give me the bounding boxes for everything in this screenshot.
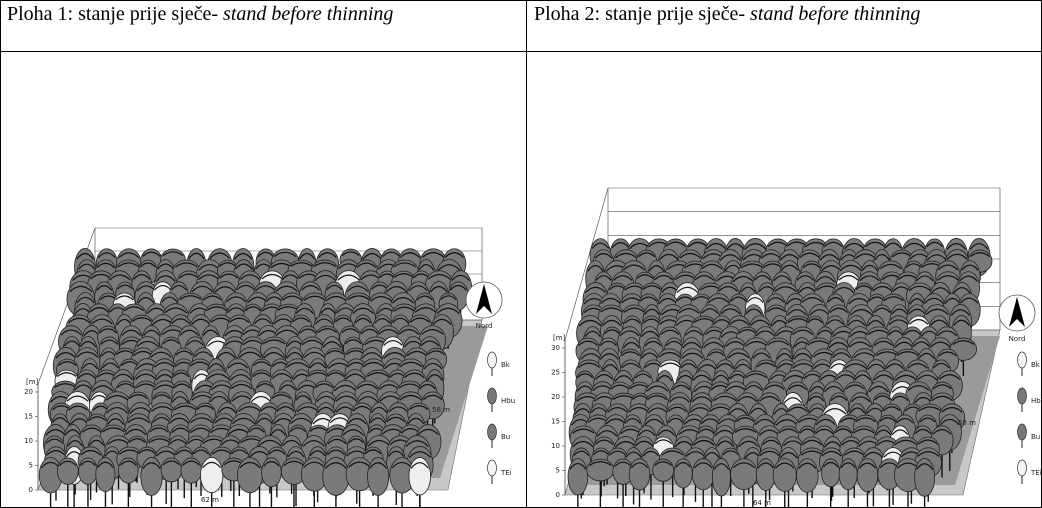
legend-label: TEi: [500, 469, 512, 477]
legend-label: Bu: [1031, 433, 1040, 441]
legend-label: Bu: [501, 433, 510, 441]
y-tick-label: 25: [551, 369, 560, 377]
y-tick-label: 15: [24, 413, 33, 421]
legend-icon: [488, 352, 497, 368]
legend-icon: [1018, 424, 1027, 440]
y-tick-label: 5: [556, 467, 560, 475]
legend-label: Hbu: [1031, 397, 1042, 405]
crown: [587, 459, 614, 481]
width-label: 64 m: [753, 499, 771, 507]
legend-icon: [488, 460, 497, 476]
y-tick-label: 0: [29, 486, 33, 494]
y-tick-label: 20: [551, 393, 560, 401]
legend-label: Hbu: [501, 397, 515, 405]
y-tick-label: 10: [24, 437, 33, 445]
axis-unit: [m]: [553, 334, 566, 342]
compass-label: Nord: [1009, 335, 1026, 343]
legend-label: Bk: [1031, 361, 1041, 369]
y-tick-label: 30: [551, 344, 560, 352]
y-tick-label: 10: [551, 442, 560, 450]
legend-icon: [1018, 460, 1027, 476]
axis-unit: [m]: [26, 378, 39, 386]
legend-icon: [1018, 388, 1027, 404]
page: Ploha 1: stanje prije sječe- stand befor…: [0, 0, 1042, 508]
depth-label: 58 m: [958, 419, 976, 427]
crown: [653, 459, 674, 481]
depth-label: 58 m: [432, 406, 450, 414]
y-tick-label: 0: [556, 491, 560, 499]
y-tick-label: 20: [24, 388, 33, 396]
legend-icon: [1018, 352, 1027, 368]
width-label: 62 m: [201, 496, 219, 504]
y-tick-label: 15: [551, 418, 560, 426]
compass-label: Nord: [476, 322, 493, 330]
legend-icon: [488, 424, 497, 440]
legend-label: Bk: [501, 361, 511, 369]
legend-label: TEi: [1030, 469, 1042, 477]
figures: 0 5 10 15 20 [m] 58 m 62 m Nord Bk Hbu Bu TEi 0 5 10 15 2…: [0, 0, 1042, 508]
legend-icon: [488, 388, 497, 404]
y-tick-label: 5: [29, 462, 33, 470]
